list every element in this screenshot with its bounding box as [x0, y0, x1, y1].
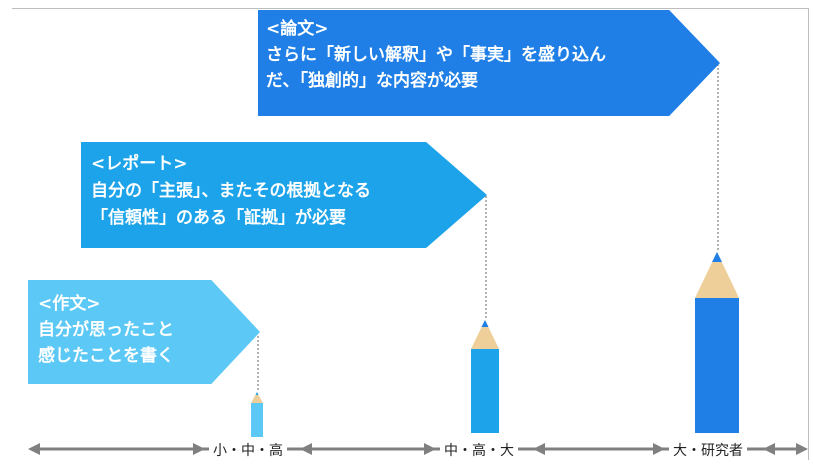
- pencil-tip: [481, 320, 489, 327]
- pencil-university: [695, 252, 739, 433]
- axis-left-arrowhead: [28, 443, 40, 455]
- flag-title: <論文>: [266, 19, 329, 39]
- pencil-wood: [471, 320, 499, 349]
- axis-arrowhead: [424, 443, 436, 455]
- flag-text-line: だ、「独創的」な内容が必要: [266, 71, 478, 91]
- pencil-wood: [695, 252, 739, 298]
- axis-arrowhead: [653, 443, 665, 455]
- flag-text-line: 感じたことを書く: [38, 346, 174, 366]
- pencil-body: [251, 403, 263, 437]
- flag-paper: <論文> さらに「新しい解釈」や「事実」を盛り込ん だ、「独創的」な内容が必要: [258, 10, 720, 116]
- axis-arrowhead: [763, 443, 775, 455]
- axis-label-secondary: 中・高・大: [440, 440, 518, 460]
- pencil-wood: [251, 392, 263, 403]
- pencil-elementary: [251, 392, 263, 437]
- pencil-tip: [712, 252, 722, 262]
- flag-title: <レポート>: [91, 154, 188, 174]
- axis-right-arrowhead: [796, 443, 808, 455]
- axis-arrowhead: [300, 443, 312, 455]
- flag-text-line: 「信頼性」のある「証拠」が必要: [91, 208, 346, 228]
- flag-title: <作文>: [38, 294, 101, 314]
- pencil-body: [695, 298, 739, 433]
- flag-text-line: 自分が思ったこと: [38, 320, 174, 340]
- flag-report: <レポート> 自分の「主張」、またその根拠となる 「信頼性」のある「証拠」が必要: [81, 142, 487, 248]
- pencil-tip: [255, 392, 259, 395]
- axis-label-elementary: 小・中・高: [209, 440, 287, 460]
- axis-label-university: 大・研究者: [669, 440, 747, 460]
- diagram-frame: [12, 8, 809, 460]
- flag-text-line: 自分の「主張」、またその根拠となる: [91, 181, 371, 201]
- flag-text-line: さらに「新しい解釈」や「事実」を盛り込ん: [266, 45, 606, 65]
- axis-arrowhead: [193, 443, 205, 455]
- flag-essay: <作文> 自分が思ったこと 感じたことを書く: [28, 280, 260, 384]
- pencil-body: [471, 349, 499, 433]
- pencil-secondary: [471, 320, 499, 433]
- axis-arrowhead: [533, 443, 545, 455]
